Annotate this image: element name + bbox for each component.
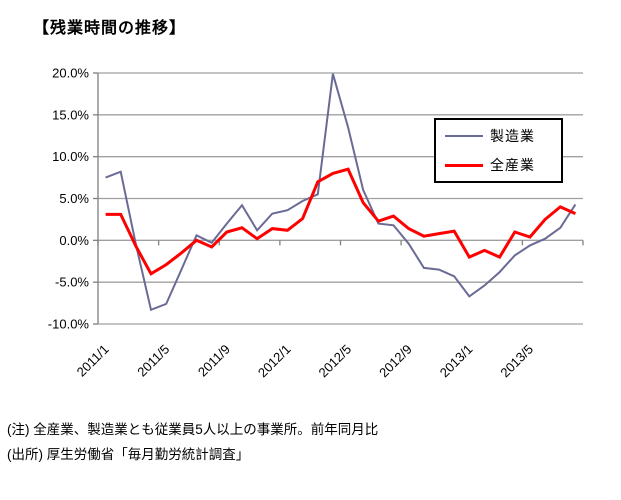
chart-notes: (注) 全産業、製造業とも従業員5人以上の事業所。前年同月比 (出所) 厚生労働…	[7, 417, 378, 467]
legend-item-all-industries: 全産業	[436, 152, 561, 178]
note-source-line: (出所) 厚生労働省「毎月勤労統計調査」	[7, 447, 250, 462]
series-line-all-industries	[105, 167, 577, 276]
x-axis-label: 2011/5	[134, 342, 172, 380]
legend-item-manufacturing: 製造業	[436, 123, 561, 149]
series-line-manufacturing	[105, 73, 577, 312]
note-source-note: (注) 全産業、製造業とも従業員5人以上の事業所。前年同月比	[7, 422, 379, 437]
y-axis-label: 5.0%	[59, 191, 89, 206]
legend-label-manufacturing: 製造業	[490, 128, 535, 144]
y-axis-label: 15.0%	[52, 107, 89, 122]
x-axis-label: 2011/9	[195, 342, 233, 380]
legend-label-all-industries: 全産業	[490, 157, 535, 173]
x-axis-label: 2012/1	[255, 342, 294, 381]
x-axis-label: 2013/1	[437, 342, 476, 381]
y-axis-label: 10.0%	[52, 149, 89, 164]
legend-line-sample-manufacturing	[445, 135, 483, 137]
legend-line-sample-all-industries	[445, 163, 483, 167]
y-axis-label: -10.0%	[48, 317, 90, 332]
y-axis-label: 20.0%	[52, 66, 89, 81]
y-axis-label: 0.0%	[59, 233, 89, 248]
x-axis-label: 2012/5	[315, 342, 354, 381]
x-axis-label: 2011/1	[74, 342, 112, 380]
x-axis-label: 2013/5	[497, 342, 536, 381]
overtime-line-chart: 20.0% 15.0% 10.0% 5.0% 0.0% -5.0% -10.0% 2011/1…	[48, 66, 584, 381]
chart-title: 【残業時間の推移】	[33, 20, 187, 37]
y-axis-label: -5.0%	[55, 275, 89, 290]
legend: 製造業 全産業	[434, 118, 563, 183]
x-axis-label: 2012/9	[376, 342, 415, 381]
